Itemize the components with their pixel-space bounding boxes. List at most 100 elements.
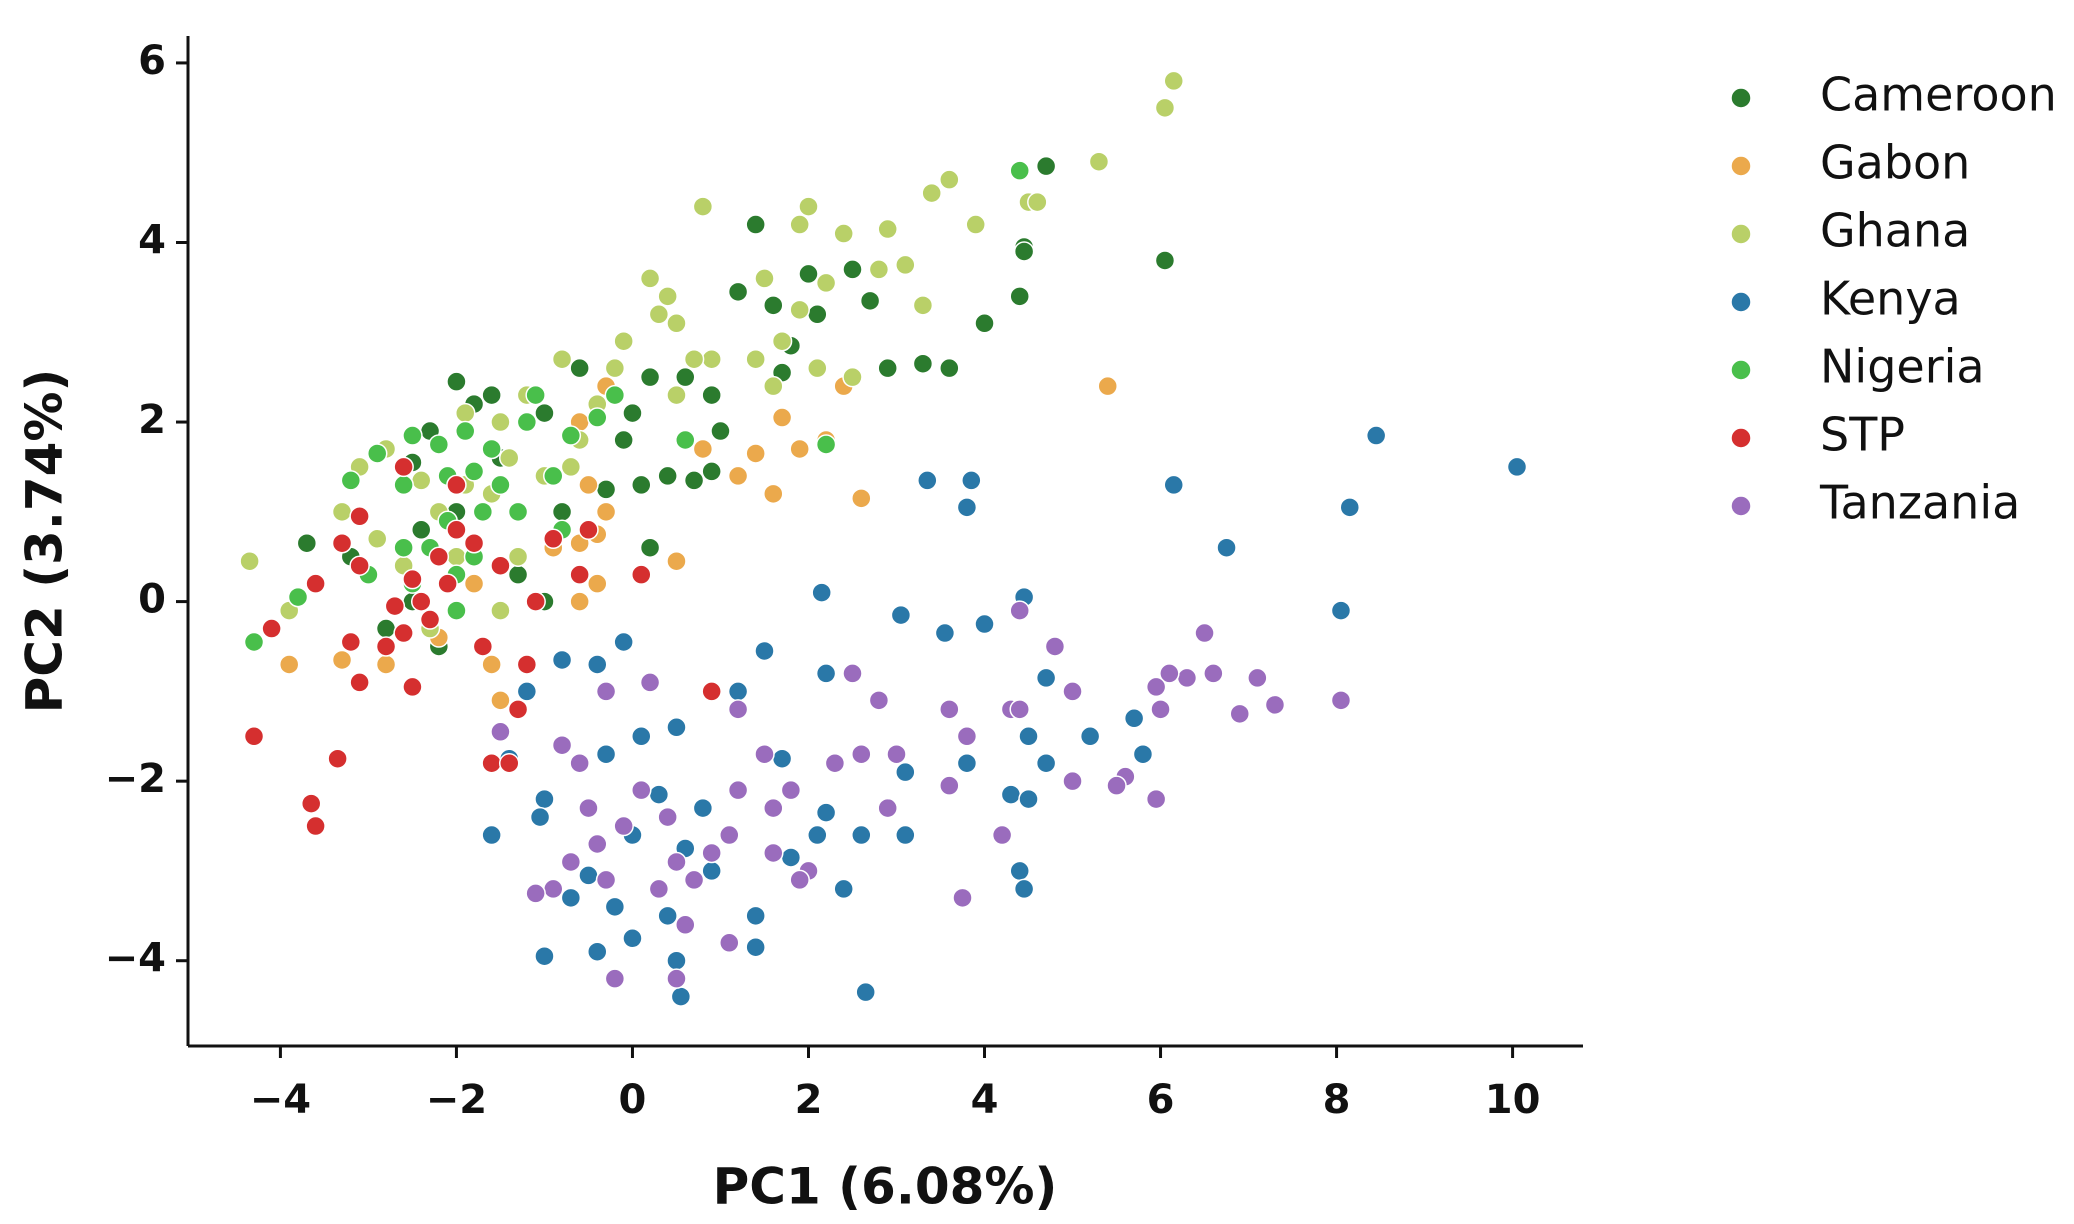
point — [974, 313, 995, 334]
point — [587, 654, 608, 675]
point — [454, 402, 476, 424]
legend-label: Tanzania — [1819, 476, 2020, 530]
point — [631, 564, 652, 585]
x-tick-label: −2 — [426, 1077, 487, 1123]
point — [877, 357, 898, 379]
point — [745, 443, 766, 464]
point — [331, 649, 353, 671]
point — [305, 815, 326, 837]
legend-label: Cameroon — [1820, 68, 2057, 122]
point — [1229, 703, 1251, 725]
point — [1163, 70, 1184, 92]
point — [472, 636, 494, 657]
point — [1123, 708, 1145, 729]
point — [789, 438, 810, 460]
x-axis-label: PC1 (6.08%) — [713, 1158, 1058, 1216]
point — [569, 564, 590, 585]
point — [675, 429, 696, 451]
point — [877, 218, 898, 240]
point — [463, 532, 485, 554]
point — [657, 905, 678, 927]
point — [463, 573, 485, 594]
point — [798, 196, 819, 217]
point — [578, 474, 599, 496]
point — [419, 609, 441, 630]
legend-marker — [1730, 155, 1752, 177]
point — [516, 654, 538, 675]
point — [587, 407, 608, 428]
point — [498, 752, 520, 774]
point — [305, 573, 326, 594]
point — [410, 591, 432, 612]
x-tick-label: −4 — [250, 1077, 311, 1123]
point — [613, 815, 634, 837]
point — [340, 470, 362, 491]
point — [666, 950, 687, 971]
point — [631, 726, 652, 747]
point — [727, 681, 749, 702]
point — [516, 681, 538, 702]
point — [719, 824, 740, 846]
point — [402, 676, 423, 698]
point — [340, 631, 362, 653]
point — [481, 824, 502, 846]
point — [815, 663, 837, 684]
point — [763, 295, 784, 316]
point — [1027, 191, 1048, 213]
point — [393, 537, 414, 558]
point — [710, 420, 731, 442]
point — [789, 214, 810, 235]
point — [1106, 775, 1127, 796]
point — [956, 497, 978, 518]
point — [701, 860, 722, 882]
point — [727, 779, 749, 801]
y-tick-label: 6 — [138, 38, 166, 84]
point — [754, 268, 775, 289]
point — [798, 263, 819, 285]
point — [961, 470, 982, 491]
point — [666, 550, 687, 572]
point — [613, 631, 634, 653]
point — [780, 847, 802, 868]
x-tick-label: 0 — [619, 1077, 647, 1123]
point — [1009, 699, 1030, 720]
point — [745, 905, 766, 927]
point — [296, 532, 318, 554]
point — [895, 824, 916, 846]
x-tick-label: 8 — [1323, 1077, 1351, 1123]
point — [481, 438, 502, 460]
point — [895, 254, 916, 276]
legend-label: Ghana — [1820, 204, 1970, 258]
point — [604, 896, 626, 918]
point — [719, 932, 740, 954]
point — [569, 591, 590, 612]
point — [529, 806, 551, 828]
y-tick-label: −2 — [105, 756, 166, 802]
point — [463, 461, 485, 482]
point — [393, 456, 414, 478]
point — [1013, 878, 1035, 900]
point — [666, 968, 687, 989]
point — [939, 169, 960, 190]
point — [525, 883, 546, 904]
point — [287, 586, 309, 608]
point — [895, 761, 916, 783]
point — [1035, 752, 1057, 774]
point — [1009, 160, 1030, 181]
point — [1330, 690, 1352, 711]
point — [974, 613, 995, 635]
legend-label: Kenya — [1820, 272, 1961, 326]
point — [851, 824, 872, 846]
point — [349, 672, 370, 693]
point — [1097, 375, 1118, 397]
point — [375, 636, 397, 657]
point — [1079, 726, 1101, 747]
point — [534, 945, 555, 967]
y-tick-label: 4 — [138, 217, 166, 263]
point — [1018, 788, 1039, 810]
point — [604, 357, 626, 379]
point — [666, 384, 687, 406]
point — [375, 654, 397, 675]
point — [551, 734, 573, 756]
